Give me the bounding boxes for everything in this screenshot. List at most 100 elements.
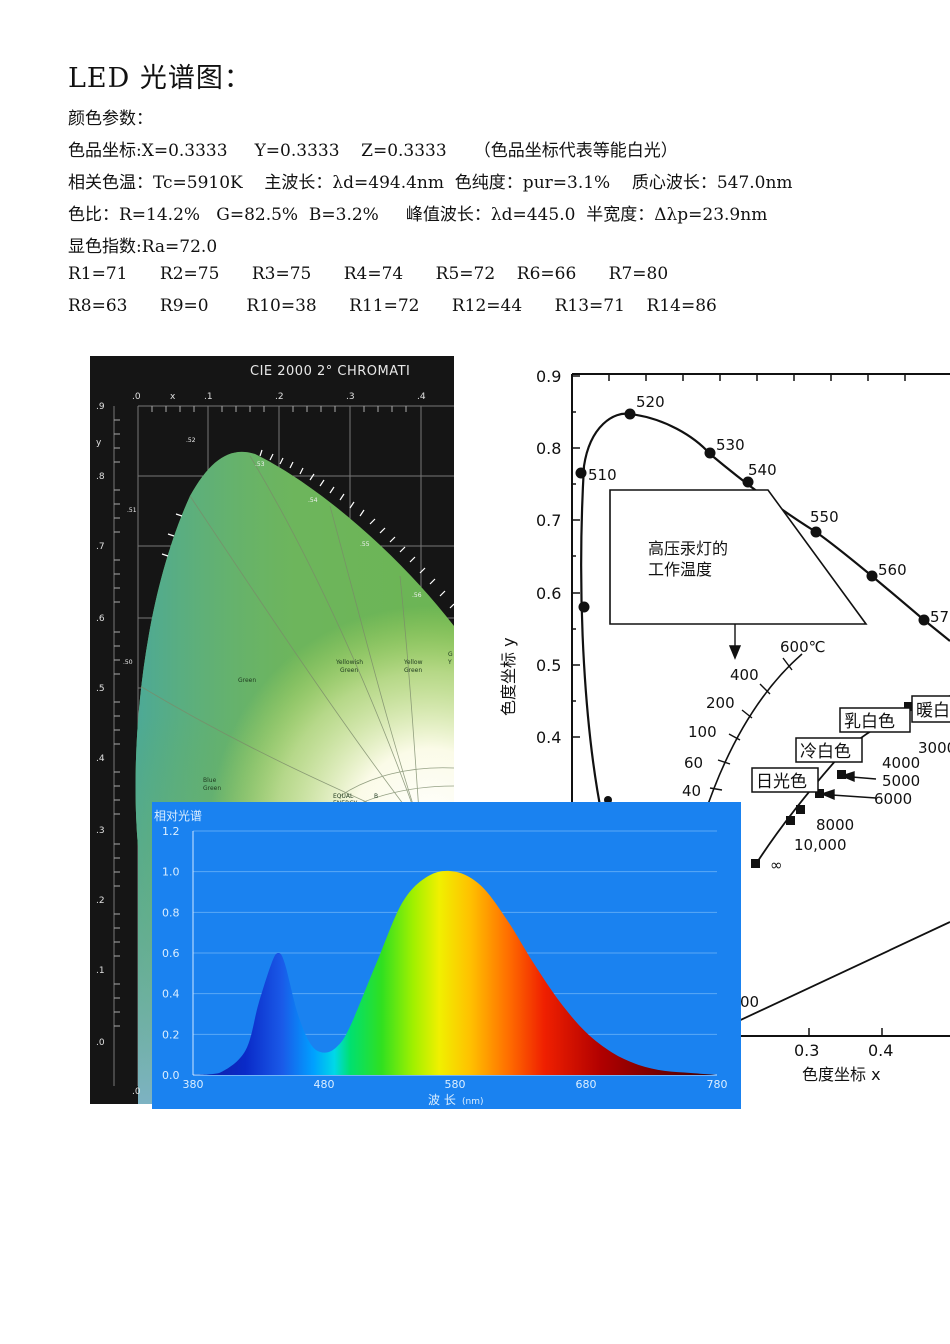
cie-locus-label-56: .56 [412,592,422,599]
spectrum-area [193,870,717,1075]
spec-xtick-780: 780 [707,1078,728,1091]
cie-bottom-tick-0: .0 [132,1087,141,1097]
cie-locus-label-54: .54 [308,497,318,504]
temp-100: 100 [688,723,717,741]
spectrum-x-tick-labels: 380 480 580 680 780 [183,1078,728,1091]
page-title: LED 光谱图： [68,63,252,94]
temperature-ticks [709,657,793,791]
region-g: G [448,651,453,658]
cie-axis-labels: .0 x .1 .2 .3 .4 .0 .9 y .8 .7 .6 .5 .4 … [96,392,426,1097]
spec-xtick-580: 580 [445,1078,466,1091]
cie-left-tick-4: .4 [96,754,105,764]
chroma-y-ticks [572,374,906,1036]
locus-510: 510 [588,466,617,484]
color-temperature-line: 相关色温：Tc=5910K 主波长：λd=494.4nm 色纯度：pur=3.1… [68,173,793,193]
spectrum-x-unit: (nm) [462,1097,484,1107]
cct-labels: 3000 4000 5000 6000 8000 10,000 ∞ [770,739,950,874]
cie-left-tick-9: .9 [96,402,105,412]
mercury-lamp-label-1: 高压汞灯的 [648,539,728,558]
cie-top-tick-0: .0 [132,392,141,402]
region-equal: EQUAL [333,793,354,800]
spectrum-title: 相对光谱 [154,809,202,823]
cie-top-tick-1: .1 [204,392,213,402]
cct-6000: 6000 [874,790,912,808]
spec-ytick-0.2: 0.2 [162,1028,180,1041]
cie-locus-labels: .52 .53 .54 .55 .56 .51 .50 [123,437,422,666]
region-y: Y [447,659,452,666]
cie-top-tick-4: .4 [417,392,426,402]
cie-left-tick-8: .8 [96,472,105,482]
cie-locus-label-53: .53 [255,461,265,468]
cie-locus-label-55: .55 [360,541,370,548]
locus-point-labels: 520 530 540 550 560 570 510 [588,393,950,626]
locus-540: 540 [748,461,777,479]
chroma-ytick-0.5: 0.5 [536,656,561,675]
region-yellow-green-2: Green [404,667,422,674]
temp-200: 200 [706,694,735,712]
cie-locus-label-50: .50 [123,659,133,666]
spectral-locus [580,412,950,817]
cie-left-tick-0: .0 [96,1038,105,1048]
color-params-label: 颜色参数： [68,109,153,129]
color-name-labels: 乳白色 暖白 冷白色 日光色 [756,701,950,792]
cie-left-tick-5: .5 [96,684,105,694]
cie-locus-ticks [161,449,454,609]
locus-560: 560 [878,561,907,579]
cie-left-tick-2: .2 [96,896,105,906]
cie-minor-ticks [114,406,407,1027]
cct-arrows [820,771,877,801]
chroma-xtick-0.3: 0.3 [794,1041,819,1060]
locus-520: 520 [636,393,665,411]
spec-ytick-0.8: 0.8 [162,906,180,919]
region-b: B [374,793,378,800]
spectrum-chart: 相对光谱 1.2 1.0 0.8 0.6 0.4 0.2 0.0 380 480… [152,802,741,1109]
cie-top-tick-2: .2 [275,392,284,402]
cct-8000: 8000 [816,816,854,834]
color-name-boxes [751,695,950,793]
cie-left-tick-1: .1 [96,966,105,976]
r-values-line-2: R8=63 R9=0 R10=38 R11=72 R12=44 R13=71 R… [68,296,717,316]
color-name-cool-white: 冷白色 [800,742,851,762]
cie-x-letter: x [170,392,176,402]
locus-530: 530 [716,436,745,454]
temp-40: 40 [682,782,701,800]
locus-550: 550 [810,508,839,526]
r-values-line-1: R1=71 R2=75 R3=75 R4=74 R5=72 R6=66 R7=8… [68,264,669,284]
chroma-x-label: 色度坐标 x [802,1065,881,1084]
temperature-labels: 600℃ 400 200 100 60 40 [682,638,825,800]
chroma-y-tick-labels: 0.9 0.8 0.7 0.6 0.5 0.4 0.3 0.4 [536,367,893,1060]
region-yellowish-green-2: Green [340,667,358,674]
temp-400: 400 [730,666,759,684]
spec-ytick-0.0: 0.0 [162,1069,180,1082]
spectrum-y-tick-labels: 1.2 1.0 0.8 0.6 0.4 0.2 0.0 [162,825,180,1082]
chroma-partial-label: 00 [740,993,759,1011]
cie-left-tick-3: .3 [96,826,105,836]
color-rendering-index-line: 显色指数:Ra=72.0 [68,237,218,257]
spec-xtick-380: 380 [183,1078,204,1091]
temp-60: 60 [684,754,703,772]
region-blue-green-2: Green [203,785,221,792]
region-blue-green-1: Blue [203,777,217,784]
cie-locus-label-51: .51 [127,507,137,514]
chroma-ytick-0.8: 0.8 [536,439,561,458]
spec-xtick-680: 680 [576,1078,597,1091]
cct-4000: 4000 [882,754,920,772]
locus-points [575,408,930,804]
cct-infinity: ∞ [770,856,783,874]
spec-ytick-0.4: 0.4 [162,988,180,1001]
spectrum-x-label: 波 长 [428,1093,456,1107]
chroma-ytick-0.9: 0.9 [536,367,561,386]
color-name-milky-white: 乳白色 [844,712,895,732]
locus-570: 570 [930,608,950,626]
cie-locus-label-52: .52 [186,437,196,444]
chromaticity-chart: 0.9 0.8 0.7 0.6 0.5 0.4 0.3 0.4 色度坐标 x 色… [499,367,950,1084]
spec-ytick-1.0: 1.0 [162,866,180,879]
chroma-y-label: 色度坐标 y [499,637,518,716]
region-green: Green [238,677,256,684]
chromaticity-coordinates-line: 色品坐标:X=0.3333 Y=0.3333 Z=0.3333 （色品坐标代表等… [68,141,678,161]
spec-ytick-1.2: 1.2 [162,825,180,838]
chroma-ytick-0.4: 0.4 [536,728,561,747]
chroma-ytick-0.7: 0.7 [536,511,561,530]
mercury-lamp-box [609,489,868,625]
cct-3000: 3000 [918,739,950,757]
